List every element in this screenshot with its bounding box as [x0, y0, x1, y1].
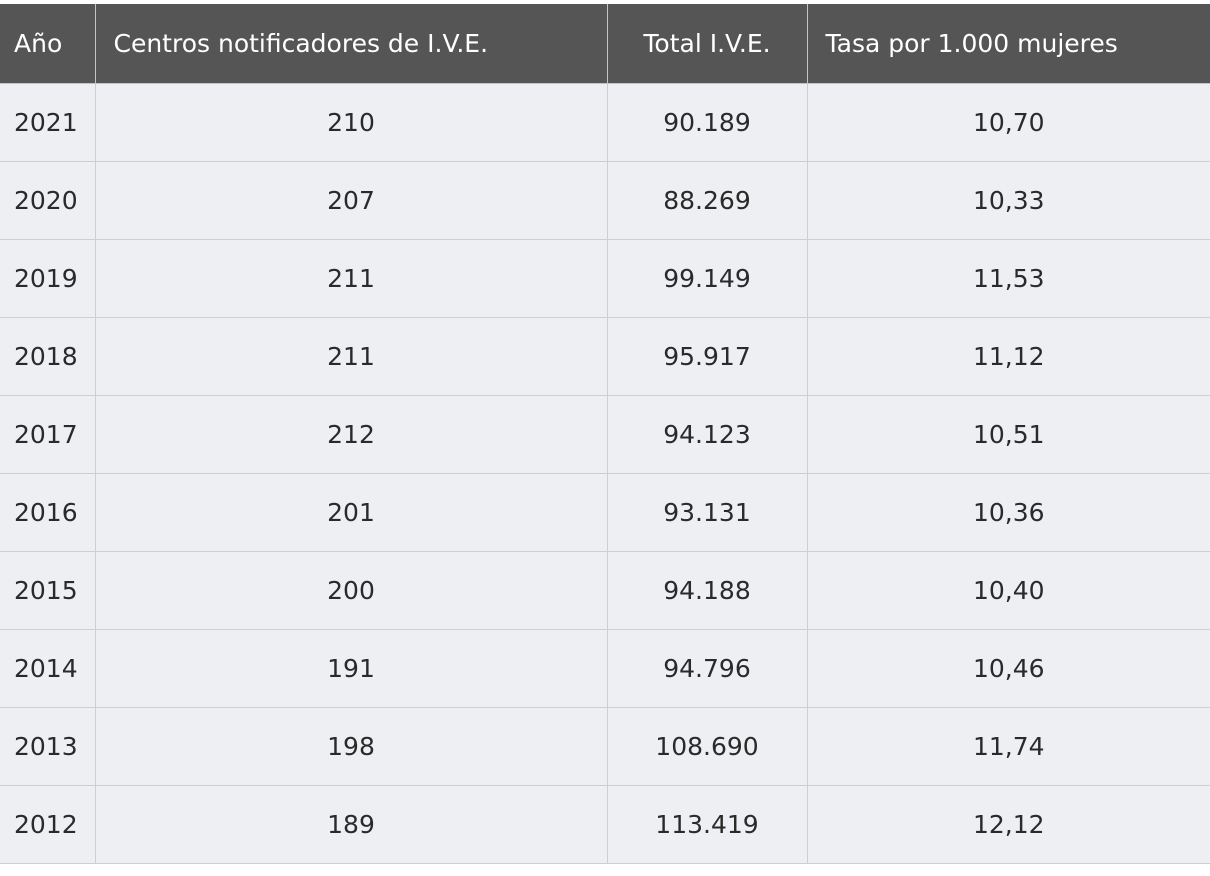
cell-centros: 191 — [95, 629, 608, 708]
table-body: 2021 210 90.189 10,70 2020 207 88.269 10… — [0, 83, 1210, 864]
cell-tasa: 10,40 — [807, 551, 1210, 630]
cell-year: 2021 — [0, 83, 96, 162]
cell-year: 2020 — [0, 161, 96, 240]
table-row: 2013 198 108.690 11,74 — [0, 707, 1210, 786]
header-total: Total I.V.E. — [607, 4, 808, 84]
cell-tasa: 11,12 — [807, 317, 1210, 396]
header-year: Año — [0, 4, 96, 84]
cell-tasa: 10,70 — [807, 83, 1210, 162]
ive-statistics-table: Año Centros notificadores de I.V.E. Tota… — [0, 4, 1210, 864]
cell-centros: 211 — [95, 239, 608, 318]
cell-total: 94.796 — [607, 629, 808, 708]
cell-total: 95.917 — [607, 317, 808, 396]
cell-tasa: 12,12 — [807, 785, 1210, 864]
cell-total: 94.188 — [607, 551, 808, 630]
table-row: 2019 211 99.149 11,53 — [0, 239, 1210, 318]
cell-centros: 200 — [95, 551, 608, 630]
table-row: 2016 201 93.131 10,36 — [0, 473, 1210, 552]
cell-centros: 210 — [95, 83, 608, 162]
cell-tasa: 10,46 — [807, 629, 1210, 708]
cell-total: 88.269 — [607, 161, 808, 240]
table-row: 2018 211 95.917 11,12 — [0, 317, 1210, 396]
cell-centros: 189 — [95, 785, 608, 864]
table-row: 2015 200 94.188 10,40 — [0, 551, 1210, 630]
cell-total: 108.690 — [607, 707, 808, 786]
cell-year: 2019 — [0, 239, 96, 318]
cell-year: 2016 — [0, 473, 96, 552]
cell-tasa: 11,74 — [807, 707, 1210, 786]
cell-centros: 198 — [95, 707, 608, 786]
cell-year: 2015 — [0, 551, 96, 630]
table-row: 2014 191 94.796 10,46 — [0, 629, 1210, 708]
cell-total: 113.419 — [607, 785, 808, 864]
cell-centros: 212 — [95, 395, 608, 474]
cell-year: 2017 — [0, 395, 96, 474]
cell-centros: 207 — [95, 161, 608, 240]
cell-tasa: 11,53 — [807, 239, 1210, 318]
cell-total: 94.123 — [607, 395, 808, 474]
table-row: 2020 207 88.269 10,33 — [0, 161, 1210, 240]
cell-centros: 201 — [95, 473, 608, 552]
cell-total: 99.149 — [607, 239, 808, 318]
header-row: Año Centros notificadores de I.V.E. Tota… — [0, 4, 1210, 84]
table-row: 2021 210 90.189 10,70 — [0, 83, 1210, 162]
cell-year: 2013 — [0, 707, 96, 786]
cell-centros: 211 — [95, 317, 608, 396]
cell-year: 2014 — [0, 629, 96, 708]
data-table-container: Año Centros notificadores de I.V.E. Tota… — [0, 4, 1210, 864]
header-centros: Centros notificadores de I.V.E. — [95, 4, 608, 84]
cell-year: 2018 — [0, 317, 96, 396]
table-header: Año Centros notificadores de I.V.E. Tota… — [0, 4, 1210, 84]
cell-total: 90.189 — [607, 83, 808, 162]
header-tasa: Tasa por 1.000 mujeres — [807, 4, 1210, 84]
cell-tasa: 10,51 — [807, 395, 1210, 474]
cell-tasa: 10,36 — [807, 473, 1210, 552]
cell-tasa: 10,33 — [807, 161, 1210, 240]
table-row: 2012 189 113.419 12,12 — [0, 785, 1210, 864]
cell-total: 93.131 — [607, 473, 808, 552]
cell-year: 2012 — [0, 785, 96, 864]
table-row: 2017 212 94.123 10,51 — [0, 395, 1210, 474]
